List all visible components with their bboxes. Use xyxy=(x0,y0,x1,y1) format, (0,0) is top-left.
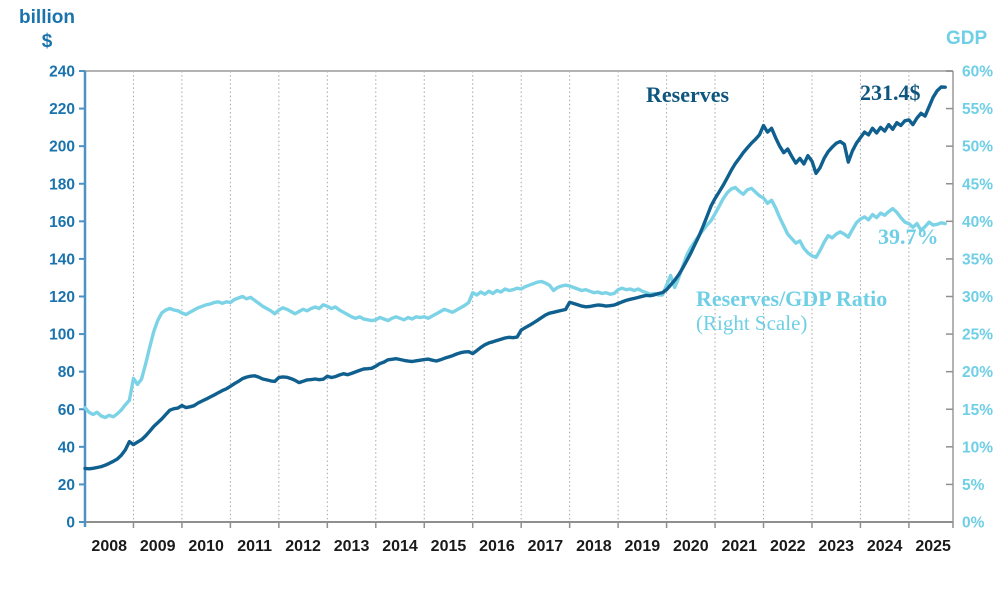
svg-text:2019: 2019 xyxy=(625,538,661,555)
series-line-reserves xyxy=(83,85,947,471)
svg-text:40%: 40% xyxy=(962,214,993,231)
left-axis-ticks: 0 20 40 60 80 100 120 140 160 180 200 220 240 xyxy=(49,64,85,532)
left-axis-title: billion $ xyxy=(16,6,78,54)
series-label-ratio: Reserves/GDP Ratio (Right Scale) xyxy=(696,286,888,336)
svg-text:200: 200 xyxy=(49,139,75,156)
svg-text:2021: 2021 xyxy=(721,538,757,555)
svg-text:80: 80 xyxy=(58,364,75,381)
svg-text:25%: 25% xyxy=(962,327,993,344)
svg-text:60%: 60% xyxy=(962,64,993,81)
svg-text:2014: 2014 xyxy=(382,538,418,555)
x-axis-ticks: 2008 2009 2010 2011 2012 2013 2014 2015 2016 2017… xyxy=(91,522,954,555)
ratio-sublabel-text: (Right Scale) xyxy=(696,311,808,335)
svg-text:220: 220 xyxy=(49,101,75,118)
svg-text:240: 240 xyxy=(49,64,75,81)
svg-text:15%: 15% xyxy=(962,402,993,419)
svg-text:2020: 2020 xyxy=(673,538,709,555)
series-label-reserves: Reserves xyxy=(646,82,730,107)
svg-text:30%: 30% xyxy=(962,289,993,306)
svg-text:2024: 2024 xyxy=(867,538,903,555)
svg-text:100: 100 xyxy=(49,327,75,344)
right-axis-ticks: 0% 5% 10% 15% 20% 25% 30% 35% 40% 45% 50% 55% 60% xyxy=(946,64,993,532)
svg-text:2018: 2018 xyxy=(576,538,612,555)
svg-text:2011: 2011 xyxy=(237,538,272,555)
left-axis-title-billion: billion xyxy=(19,7,75,28)
svg-text:2012: 2012 xyxy=(285,538,321,555)
svg-text:50%: 50% xyxy=(962,139,993,156)
svg-text:40: 40 xyxy=(58,439,75,456)
right-axis-title: GDP xyxy=(946,28,988,49)
reserves-latest-value: 231.4$ xyxy=(860,80,921,105)
left-axis-title-dollar: $ xyxy=(41,31,53,52)
svg-text:2025: 2025 xyxy=(915,538,951,555)
svg-text:45%: 45% xyxy=(962,176,993,193)
svg-text:120: 120 xyxy=(49,289,75,306)
svg-text:2013: 2013 xyxy=(334,538,370,555)
svg-text:140: 140 xyxy=(49,251,75,268)
svg-text:2022: 2022 xyxy=(770,538,806,555)
year-gridlines xyxy=(132,71,910,522)
svg-text:10%: 10% xyxy=(962,439,993,456)
svg-text:35%: 35% xyxy=(962,251,993,268)
svg-text:2015: 2015 xyxy=(431,538,467,555)
svg-text:55%: 55% xyxy=(962,101,993,118)
svg-text:160: 160 xyxy=(49,214,75,231)
svg-text:2009: 2009 xyxy=(140,538,176,555)
svg-text:2017: 2017 xyxy=(528,538,564,555)
series-line-ratio xyxy=(83,185,947,420)
svg-text:2016: 2016 xyxy=(479,538,515,555)
svg-text:5%: 5% xyxy=(962,477,985,494)
svg-text:180: 180 xyxy=(49,176,75,193)
ratio-latest-value: 39.7% xyxy=(878,224,939,249)
svg-text:60: 60 xyxy=(58,402,75,419)
svg-text:0: 0 xyxy=(66,515,75,532)
svg-text:2023: 2023 xyxy=(818,538,854,555)
svg-text:0%: 0% xyxy=(962,515,985,532)
ratio-label-text: Reserves/GDP Ratio xyxy=(696,286,888,311)
svg-text:20%: 20% xyxy=(962,364,993,381)
svg-text:20: 20 xyxy=(58,477,75,494)
svg-text:2008: 2008 xyxy=(91,538,127,555)
svg-text:2010: 2010 xyxy=(188,538,224,555)
